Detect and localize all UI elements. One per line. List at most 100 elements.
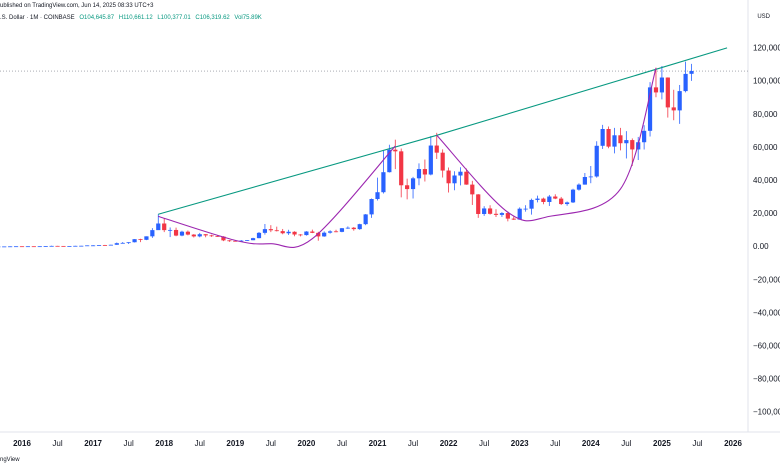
candle-body [659,77,664,93]
x-tick-label: Jul [621,439,631,448]
candle-body [19,246,25,248]
x-tick-label: Jul [550,439,560,448]
candle-body [209,235,214,237]
y-tick-label: 100,000 [753,77,780,86]
candle-body [606,128,611,147]
candle-body [600,128,605,146]
cup-pattern-curve [158,145,396,248]
candle-body [582,176,587,185]
candle-body [31,246,36,248]
candle-body [304,231,309,236]
candle-body [310,231,315,233]
candle-body [120,242,125,244]
candle-body [49,245,54,247]
candle-body [215,236,220,237]
candle-body [85,245,90,247]
candle-body [156,223,161,231]
candle-body [250,238,256,241]
candle-body [191,234,196,237]
candle-body [245,240,250,242]
candle-body [689,71,694,74]
x-tick-label: Jul [479,439,489,448]
candle-body [381,172,386,193]
x-tick-label: Jul [408,439,418,448]
candle-body [203,234,208,236]
candle-body [511,218,516,220]
x-tick-label: 2024 [582,439,600,448]
candle-body [399,151,404,186]
candle-body [197,234,202,237]
candle-body [588,176,593,178]
x-tick-label: 2016 [13,439,31,448]
x-tick-label: 2018 [155,439,173,448]
candle-body [132,239,137,243]
candle-body [464,171,469,185]
x-tick-label: Jul [266,439,276,448]
candle-body [138,239,143,240]
candle-body [61,245,66,247]
candle-body [517,208,522,220]
candle-body [227,240,232,242]
open-value: O104,645.87 [79,15,115,21]
candle-body [677,91,682,111]
candle-body [73,245,78,247]
candle-body [559,198,564,205]
x-tick-label: Jul [124,439,134,448]
published-line: ublished on TradingView.com, Jun 14, 202… [0,3,154,9]
candle-body [25,246,31,248]
candle-body [363,214,368,225]
candle-body [387,149,392,173]
candle-body [393,149,398,152]
candle-body [535,198,540,200]
candle-body [96,245,102,246]
candle-body [268,229,273,231]
candle-body [547,196,552,202]
candle-body [594,145,599,177]
candle-body [179,231,185,236]
candle-body [499,213,505,215]
candle-body [369,199,374,215]
candle-body [239,240,244,242]
candle-body [647,87,653,131]
x-tick-label: Jul [52,439,62,448]
candle-body [55,245,60,247]
candle-body [487,208,493,214]
candle-body [541,198,546,202]
candle-body [292,231,297,235]
x-tick-label: 2026 [724,439,742,448]
candle-body [162,223,167,231]
candle-body [13,246,19,248]
y-tick-label: 40,000 [753,176,778,185]
candle-body [2,246,7,248]
symbol-name: .S. Dollar · 1M · COINBASE [0,15,75,21]
candle-body [523,208,528,210]
y-tick-label: 0.00 [753,242,769,251]
tradingview-watermark: ngView [0,457,20,463]
candle-body [262,229,268,233]
candle-body [114,243,119,245]
candle-body [256,232,262,239]
y-tick-label: −40,000 [753,308,780,317]
candle-body [416,169,422,179]
y-tick-label: 20,000 [753,209,778,218]
candle-body [185,231,190,235]
candle-body [428,145,433,175]
candle-body [375,192,380,200]
x-tick-label: 2020 [298,439,316,448]
volume-value: Vol75.89K [234,15,262,21]
candle-body [553,196,558,199]
candle-body [168,229,173,231]
candle-body [570,189,576,203]
y-tick-label: −100,000 [753,408,780,417]
candle-body [434,145,439,153]
candle-body [505,213,510,219]
candle-body [102,245,108,246]
y-tick-label: −20,000 [753,275,780,284]
candle-body [470,184,475,195]
candle-body [405,185,410,190]
y-tick-label: 80,000 [753,110,778,119]
cup-pattern-curve [436,68,657,222]
candle-body [67,245,72,247]
